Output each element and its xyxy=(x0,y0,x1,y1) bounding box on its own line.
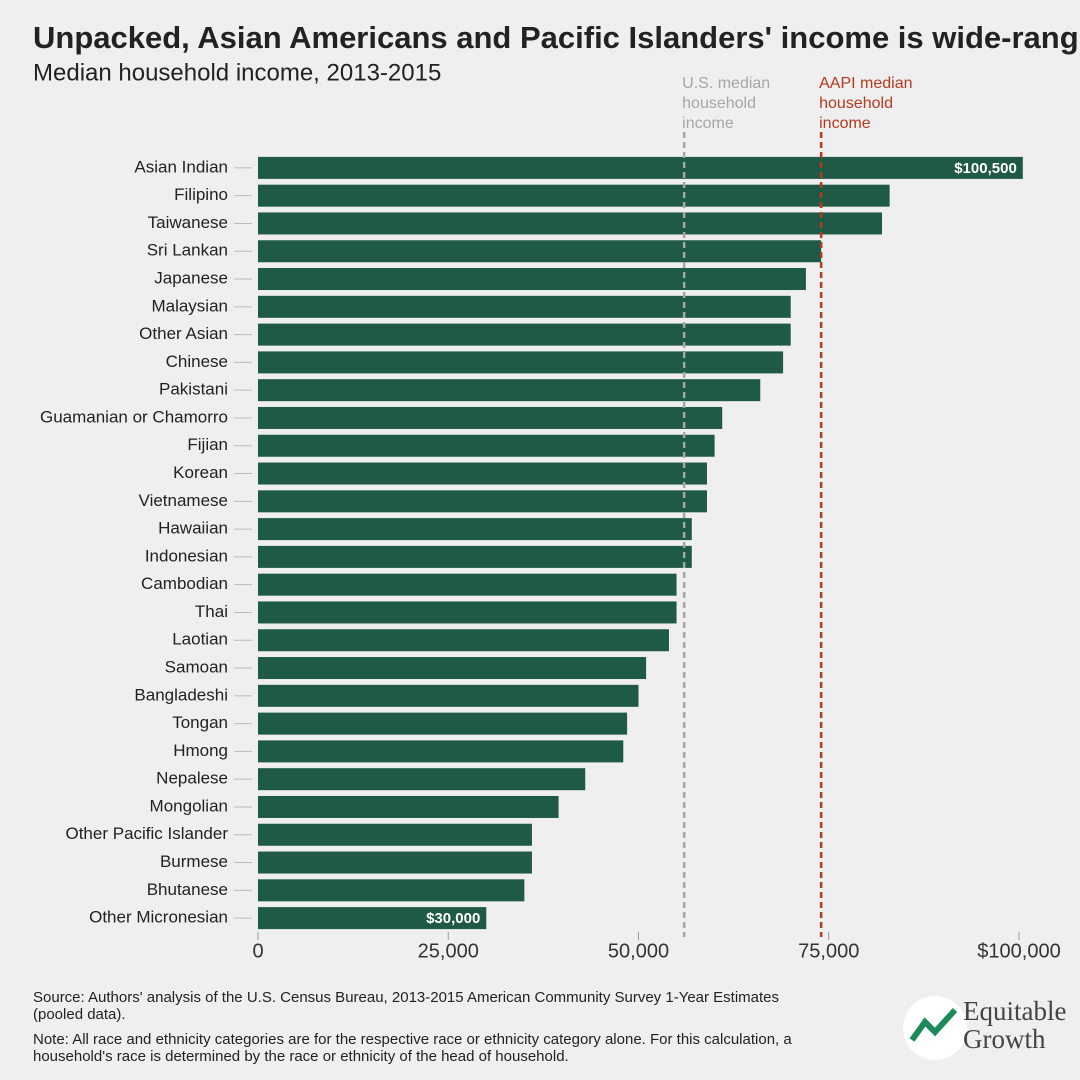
bar xyxy=(258,573,677,596)
y-tick-label: Pakistani xyxy=(159,380,228,399)
y-tick-label: Tongan xyxy=(172,713,228,732)
reference-label: household xyxy=(682,95,756,112)
value-label: $100,500 xyxy=(954,160,1017,177)
y-tick-label: Bhutanese xyxy=(147,880,228,899)
bar xyxy=(258,268,806,291)
x-tick-label: 25,000 xyxy=(418,940,479,962)
y-tick-label: Laotian xyxy=(172,630,228,649)
chart-subtitle: Median household income, 2013-2015 xyxy=(33,59,441,86)
reference-label: income xyxy=(819,115,871,132)
source: Source: Authors' analysis of the U.S. Ce… xyxy=(33,989,779,1006)
bar xyxy=(258,879,525,902)
y-tick-label: Vietnamese xyxy=(139,491,228,510)
chart-title: Unpacked, Asian Americans and Pacific Is… xyxy=(33,20,1080,55)
y-tick-label: Cambodian xyxy=(141,574,228,593)
y-tick-label: Hmong xyxy=(173,741,228,760)
y-tick-label: Bangladeshi xyxy=(134,685,228,704)
bar xyxy=(258,351,784,374)
y-tick-label: Filipino xyxy=(174,185,228,204)
bar xyxy=(258,323,791,346)
y-tick-label: Mongolian xyxy=(150,796,228,815)
bar xyxy=(258,379,761,402)
y-tick-label: Other Pacific Islander xyxy=(65,824,228,843)
y-tick-label: Japanese xyxy=(154,269,228,288)
x-tick-label: 50,000 xyxy=(608,940,669,962)
bar xyxy=(258,740,624,763)
y-tick-label: Other Asian xyxy=(139,324,228,343)
y-tick-label: Samoan xyxy=(165,658,228,677)
y-tick-label: Taiwanese xyxy=(148,213,228,232)
y-tick-label: Hawaiian xyxy=(158,519,228,538)
bar xyxy=(258,406,723,429)
note: household's race is determined by the ra… xyxy=(33,1048,569,1065)
y-tick-label: Nepalese xyxy=(156,769,228,788)
bar xyxy=(258,795,559,818)
reference-label: U.S. median xyxy=(682,75,770,92)
y-tick-label: Thai xyxy=(195,602,228,621)
bar xyxy=(258,240,822,263)
bar xyxy=(258,823,532,846)
y-tick-label: Other Micronesian xyxy=(89,908,228,927)
logo-icon xyxy=(909,1007,958,1042)
bar xyxy=(258,907,487,930)
bar xyxy=(258,684,639,707)
reference-label: household xyxy=(819,95,893,112)
bar xyxy=(258,601,677,624)
bar xyxy=(258,434,715,457)
y-tick-label: Indonesian xyxy=(145,546,228,565)
y-tick-label: Chinese xyxy=(166,352,228,371)
logo xyxy=(903,996,967,1060)
bar xyxy=(258,851,532,874)
y-tick-label: Guamanian or Chamorro xyxy=(40,407,228,426)
value-label: $30,000 xyxy=(426,910,480,927)
y-tick-label: Korean xyxy=(173,463,228,482)
bar xyxy=(258,545,692,568)
x-tick-label: 0 xyxy=(252,940,263,962)
bar xyxy=(258,712,628,735)
note: Note: All race and ethnicity categories … xyxy=(33,1031,792,1048)
y-tick-label: Asian Indian xyxy=(134,157,228,176)
bar xyxy=(258,629,669,652)
bar xyxy=(258,295,791,318)
x-tick-label: 75,000 xyxy=(798,940,859,962)
bar xyxy=(258,768,586,791)
y-tick-label: Malaysian xyxy=(151,296,228,315)
logo-text: Growth xyxy=(963,1024,1046,1054)
y-tick-label: Fijian xyxy=(187,435,228,454)
bar xyxy=(258,212,883,235)
bar xyxy=(258,462,707,485)
reference-label: income xyxy=(682,115,734,132)
bar xyxy=(258,156,1023,179)
bar xyxy=(258,657,647,680)
y-tick-label: Sri Lankan xyxy=(147,241,228,260)
bar xyxy=(258,490,707,513)
source: (pooled data). xyxy=(33,1006,126,1023)
y-tick-label: Burmese xyxy=(160,852,228,871)
bar xyxy=(258,184,890,207)
logo-text: Equitable xyxy=(963,996,1066,1026)
bar xyxy=(258,518,692,541)
reference-label: AAPI median xyxy=(819,75,912,92)
x-tick-label: $100,000 xyxy=(977,940,1060,962)
